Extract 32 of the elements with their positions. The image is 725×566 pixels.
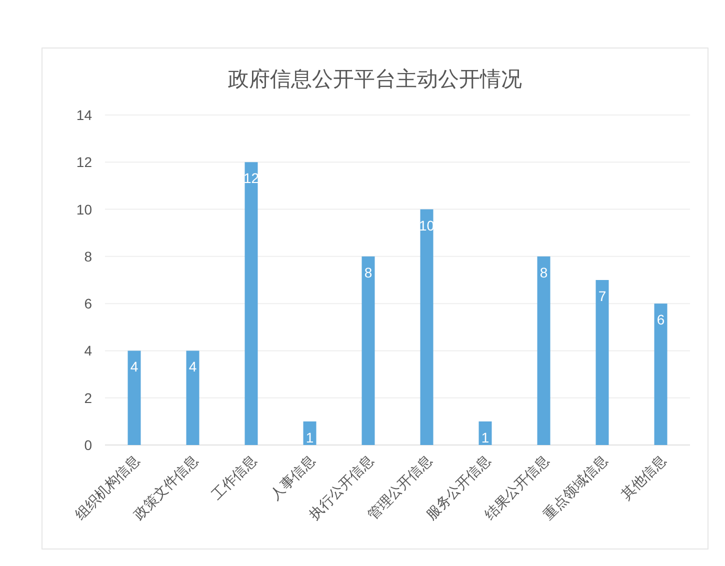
data-label: 1: [306, 429, 314, 446]
bar: [128, 350, 141, 445]
y-tick-label: 2: [84, 390, 92, 406]
x-tick-label: 工作信息: [208, 452, 260, 503]
bar: [244, 162, 258, 445]
bar: [186, 350, 200, 445]
bar: [420, 209, 434, 445]
data-label: 8: [540, 264, 548, 280]
bar: [596, 280, 609, 445]
chart-title: 政府信息公开平台主动公开情况: [228, 68, 522, 91]
y-tick-label: 6: [84, 296, 92, 312]
bar: [537, 256, 550, 445]
data-label: 7: [598, 288, 606, 304]
y-tick-label: 12: [76, 154, 92, 170]
data-label: 4: [188, 358, 197, 375]
data-label: 4: [130, 358, 138, 375]
bar: [654, 304, 668, 445]
data-label: 12: [243, 170, 260, 186]
bar: [303, 421, 316, 445]
data-label: 10: [418, 217, 435, 234]
x-tick-label: 其他信息: [618, 452, 669, 503]
data-label: 1: [481, 429, 490, 446]
data-label: 6: [656, 312, 665, 328]
bar: [362, 256, 375, 445]
x-tick-label: 人事信息: [266, 452, 318, 503]
y-tick-label: 0: [84, 437, 92, 453]
y-tick-label: 8: [84, 248, 92, 264]
y-tick-label: 4: [84, 342, 92, 359]
data-label: 8: [364, 264, 372, 280]
y-tick-label: 10: [76, 201, 92, 218]
y-tick-label: 14: [76, 107, 92, 123]
bar: [478, 421, 492, 445]
